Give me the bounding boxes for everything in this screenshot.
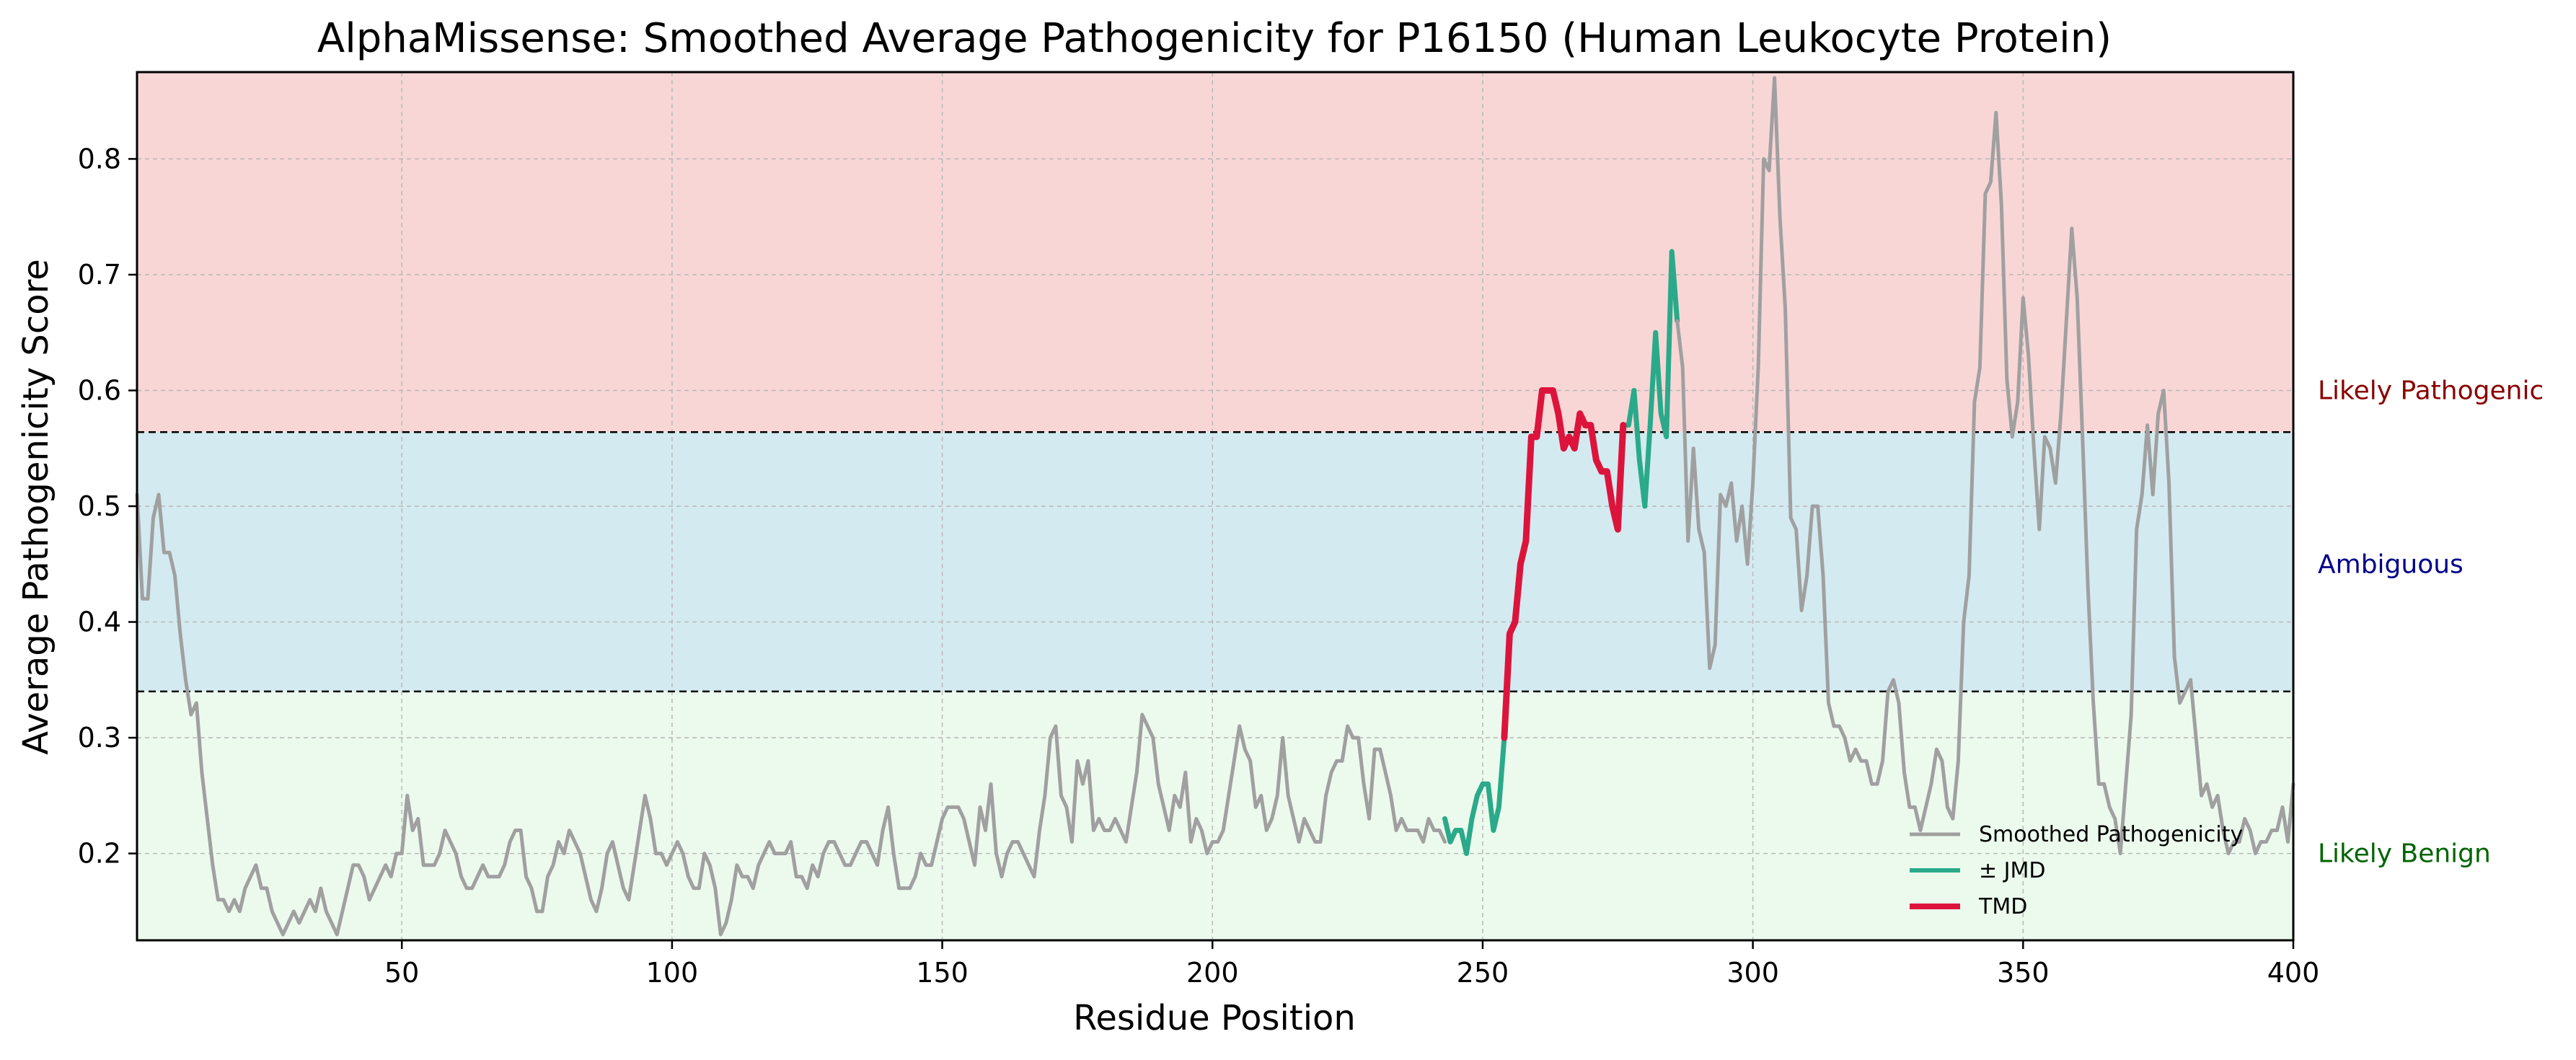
x-tick-label-0: 50	[384, 957, 419, 989]
x-tick-label-7: 400	[2267, 957, 2320, 989]
y-tick-label-3: 0.5	[78, 490, 121, 522]
y-tick-label-2: 0.4	[78, 606, 121, 638]
zone-labels: Likely Pathogenic Ambiguous Likely Benign	[2318, 376, 2544, 868]
zone-bands	[137, 72, 2293, 940]
legend-label-tmd: TMD	[1978, 894, 2027, 919]
y-tick-label-0: 0.2	[78, 838, 121, 870]
legend-label-jmd: ± JMD	[1979, 858, 2046, 883]
x-tick-label-2: 150	[916, 957, 969, 989]
legend: Smoothed Pathogenicity ± JMD TMD	[1910, 822, 2243, 919]
threshold-lines	[137, 431, 2293, 693]
legend-label-smoothed: Smoothed Pathogenicity	[1979, 822, 2243, 847]
zone-label-0: Likely Pathogenic	[2318, 376, 2544, 405]
series-line-0-0	[135, 493, 1447, 937]
zone-band-1	[137, 432, 2293, 692]
y-tick-label-4: 0.6	[78, 374, 121, 406]
zone-band-2	[137, 691, 2293, 940]
y-tick-label-6: 0.8	[78, 143, 121, 175]
y-tick-label-1: 0.3	[78, 722, 121, 754]
zone-band-0	[137, 72, 2293, 433]
x-axis-label: Residue Position	[1073, 998, 1356, 1038]
x-tick-label-5: 300	[1726, 957, 1779, 989]
zone-label-1: Ambiguous	[2318, 549, 2463, 579]
y-axis-ticks: 0.2 0.3 0.4 0.5 0.6 0.7 0.8	[78, 143, 137, 870]
x-tick-label-3: 200	[1186, 957, 1239, 989]
x-tick-label-1: 100	[646, 957, 699, 989]
zone-label-2: Likely Benign	[2318, 839, 2491, 869]
series-line-3-0	[1675, 76, 2295, 856]
x-tick-label-6: 350	[1997, 957, 2050, 989]
series-line-1-1	[1620, 249, 1680, 509]
x-tick-label-4: 250	[1457, 957, 1509, 989]
series-line-2-0	[1501, 387, 1627, 741]
series-lines	[135, 76, 2295, 937]
x-axis-ticks: 50 100 150 200 250 300 350 400	[384, 940, 2319, 989]
series-line-1-0	[1442, 735, 1507, 857]
y-axis-label: Average Pathogenicity Score	[16, 259, 56, 755]
chart-title: AlphaMissense: Smoothed Average Pathogen…	[317, 15, 2112, 62]
y-tick-label-5: 0.7	[78, 259, 121, 291]
